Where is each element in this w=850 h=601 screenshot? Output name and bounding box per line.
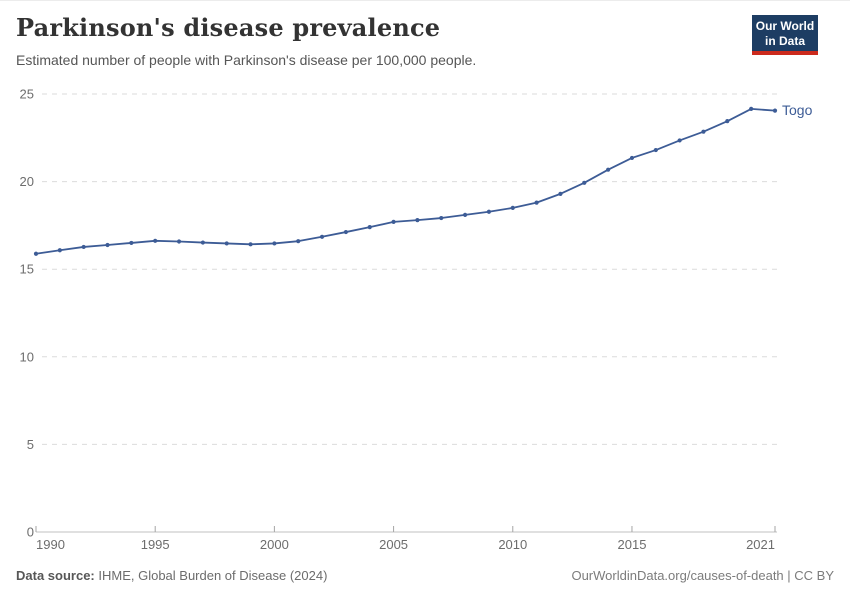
data-point[interactable]: [462, 212, 468, 217]
footer-attribution: OurWorldinData.org/causes-of-death | CC …: [571, 568, 834, 583]
data-point[interactable]: [391, 219, 396, 224]
data-point[interactable]: [558, 191, 563, 196]
data-point[interactable]: [33, 251, 39, 256]
data-point[interactable]: [486, 209, 492, 214]
series-line-togo[interactable]: [35, 107, 776, 255]
y-tick-label: 5: [27, 437, 34, 452]
data-point[interactable]: [81, 244, 86, 250]
data-point[interactable]: [582, 180, 587, 185]
data-source-label: Data source:: [16, 568, 95, 583]
x-tick-label: 2010: [498, 537, 527, 552]
data-source-value: IHME, Global Burden of Disease (2024): [94, 568, 328, 583]
x-tick-label: 2021: [746, 537, 775, 552]
data-point[interactable]: [272, 241, 277, 246]
data-point[interactable]: [653, 147, 658, 153]
x-tick-label: 1990: [36, 537, 65, 552]
x-tick-label: 1995: [141, 537, 170, 552]
chart-footer: Data source: IHME, Global Burden of Dise…: [16, 567, 834, 584]
data-point[interactable]: [367, 225, 372, 230]
data-point[interactable]: [129, 240, 134, 246]
y-tick-label: 0: [27, 525, 34, 540]
chart-header: Parkinson's disease prevalence Estimated…: [16, 13, 834, 69]
y-tick-label: 25: [20, 87, 34, 102]
data-point[interactable]: [772, 108, 778, 113]
data-point[interactable]: [701, 129, 706, 134]
data-point[interactable]: [176, 239, 182, 244]
data-point[interactable]: [725, 119, 730, 124]
data-point[interactable]: [224, 241, 229, 246]
owid-logo-line1: Our World: [755, 19, 815, 33]
data-point[interactable]: [749, 106, 754, 111]
data-point[interactable]: [439, 215, 444, 221]
page-title: Parkinson's disease prevalence: [16, 13, 441, 42]
data-point[interactable]: [534, 200, 539, 205]
y-tick-label: 20: [20, 174, 34, 189]
data-point[interactable]: [200, 240, 205, 245]
owid-logo: Our World in Data: [752, 15, 818, 55]
data-point[interactable]: [153, 238, 158, 243]
y-tick-label: 10: [20, 349, 34, 364]
data-point[interactable]: [296, 239, 301, 244]
x-tick-label: 2000: [260, 537, 289, 552]
data-point[interactable]: [57, 248, 62, 253]
data-point[interactable]: [415, 218, 420, 223]
owid-logo-line2: in Data: [764, 33, 805, 48]
data-point[interactable]: [343, 229, 349, 235]
data-point[interactable]: [319, 234, 325, 239]
data-point[interactable]: [248, 242, 253, 247]
y-tick-label: 15: [20, 262, 34, 277]
data-point[interactable]: [677, 138, 682, 143]
chart-subtitle: Estimated number of people with Parkinso…: [16, 52, 477, 68]
data-point[interactable]: [510, 205, 515, 210]
data-point[interactable]: [606, 167, 611, 172]
x-tick-label: 2015: [618, 537, 647, 552]
data-source: Data source: IHME, Global Burden of Dise…: [16, 567, 327, 584]
data-point[interactable]: [105, 242, 110, 248]
x-tick-label: 2005: [379, 537, 408, 552]
data-point[interactable]: [629, 155, 635, 161]
series-label-togo[interactable]: Togo: [782, 102, 813, 118]
